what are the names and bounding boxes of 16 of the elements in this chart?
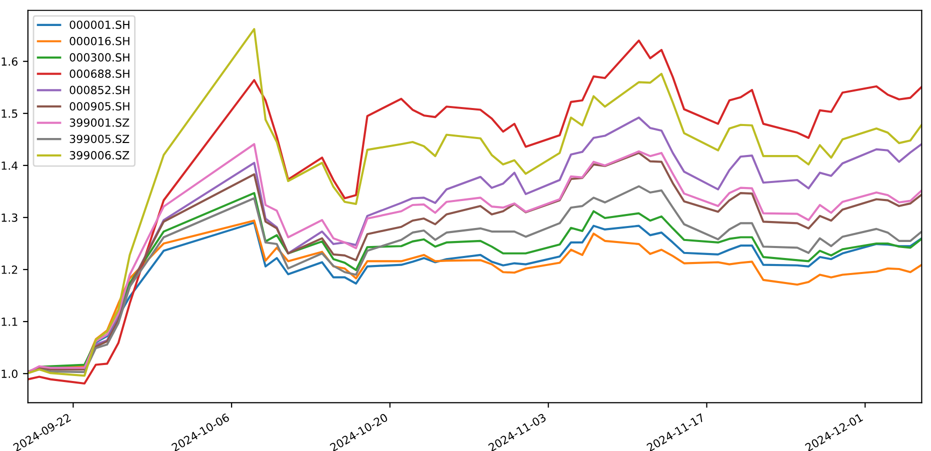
legend-label: 000852.SH (70, 86, 130, 94)
y-tick-label: 1.0 (2, 370, 18, 378)
y-tick-label: 1.6 (2, 57, 18, 66)
legend-label: 000300.SH (70, 53, 130, 62)
legend-label: 399006.SZ (70, 151, 130, 160)
y-tick-label: 1.3 (2, 213, 18, 222)
y-tick-label: 1.4 (2, 162, 18, 170)
y-tick-label: 1.5 (2, 110, 18, 118)
legend-label: 000688.SH (70, 69, 130, 78)
legend-label: 000001.SH (70, 20, 130, 29)
y-tick-label: 1.1 (2, 318, 18, 326)
legend-label: 000016.SH (70, 36, 130, 46)
legend-label: 000905.SH (70, 102, 130, 111)
y-tick-label: 1.2 (2, 266, 18, 274)
legend-label: 399001.SZ (70, 118, 130, 127)
legend-label: 399005.SZ (70, 134, 130, 144)
